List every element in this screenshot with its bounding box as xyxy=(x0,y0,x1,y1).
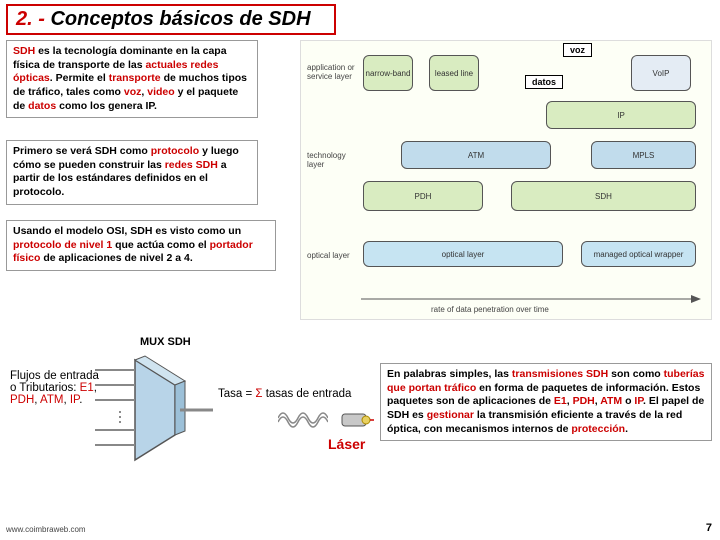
footer-url: www.coimbraweb.com xyxy=(6,525,86,534)
fiber-icon xyxy=(278,408,328,428)
paragraph-4: En palabras simples, las transmisiones S… xyxy=(380,363,712,441)
paragraph-2: Primero se verá SDH como protocolo y lue… xyxy=(6,140,258,205)
cell-voip: VoIP xyxy=(631,55,691,91)
callout-voz: voz xyxy=(563,43,592,57)
title-text: Conceptos básicos de SDH xyxy=(50,8,310,30)
diagram-label-app: application or service layer xyxy=(307,63,357,81)
cell-pdh: PDH xyxy=(363,181,483,211)
flujos-text: Flujos de entrada o Tributarios: E1, PDH… xyxy=(10,370,100,406)
diagram-label-opt: optical layer xyxy=(307,251,357,260)
cell-narrowband: narrow-band xyxy=(363,55,413,91)
cell-mpls: MPLS xyxy=(591,141,696,169)
mux-icon xyxy=(95,350,215,470)
cell-atm: ATM xyxy=(401,141,551,169)
cell-wrapper: managed optical wrapper xyxy=(581,241,696,267)
laser-label: Láser xyxy=(328,436,365,452)
mux-label: MUX SDH xyxy=(140,336,191,348)
page-number: 7 xyxy=(706,522,712,534)
title-number: 2. - xyxy=(16,8,50,30)
cell-sdh: SDH xyxy=(511,181,696,211)
paragraph-1: SDH es la tecnología dominante en la cap… xyxy=(6,40,258,118)
cell-leased: leased line xyxy=(429,55,479,91)
paragraph-3: Usando el modelo OSI, SDH es visto como … xyxy=(6,220,276,271)
tasa-text: Tasa = Σ tasas de entrada xyxy=(218,388,351,400)
x-axis-arrow-icon xyxy=(361,293,701,305)
layer-diagram: application or service layer technology … xyxy=(300,40,712,320)
cell-ip: IP xyxy=(546,101,696,129)
page-title: 2. - Conceptos básicos de SDH xyxy=(6,4,336,35)
diagram-label-tech: technology layer xyxy=(307,151,357,169)
laser-icon xyxy=(334,408,374,432)
cell-optical: optical layer xyxy=(363,241,563,267)
callout-datos: datos xyxy=(525,75,563,89)
diagram-label-rate: rate of data penetration over time xyxy=(431,305,549,314)
